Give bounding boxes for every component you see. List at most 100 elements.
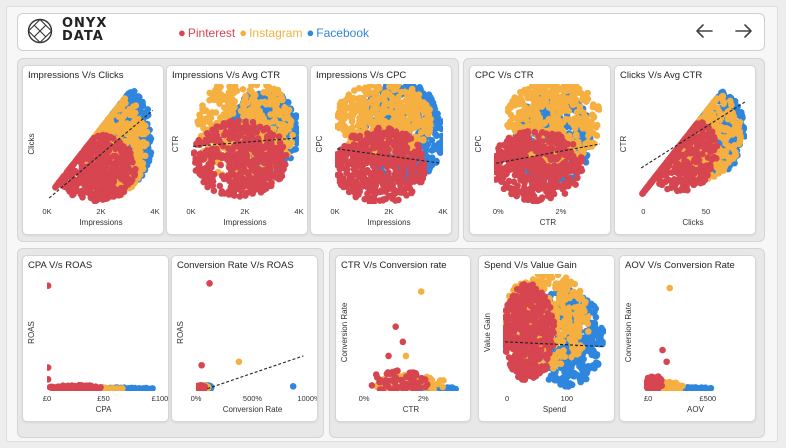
data-point-pinterest — [191, 149, 198, 156]
data-point-pinterest — [132, 165, 139, 173]
data-point-instagram — [354, 122, 362, 129]
data-point-pinterest — [84, 181, 91, 188]
data-point-instagram — [392, 118, 400, 125]
data-point-pinterest — [420, 165, 427, 173]
data-point-instagram — [340, 110, 347, 117]
x-tick-label: 4K — [150, 207, 159, 216]
data-point-pinterest — [391, 139, 398, 146]
data-point-pinterest — [97, 173, 105, 180]
data-point-pinterest — [59, 174, 66, 182]
data-point-pinterest — [495, 148, 503, 155]
x-tick-label: 0K — [330, 207, 339, 216]
data-point-instagram — [136, 126, 143, 133]
data-point-pinterest — [254, 152, 261, 160]
data-point-instagram — [535, 101, 543, 109]
data-point-instagram — [518, 108, 526, 115]
data-point-instagram — [534, 87, 541, 95]
data-point-instagram — [257, 111, 265, 119]
data-point-facebook — [432, 130, 439, 138]
legend-item-pinterest[interactable]: ● Pinterest — [178, 25, 235, 40]
data-point-pinterest — [256, 184, 263, 192]
data-point-instagram — [126, 108, 133, 116]
legend-item-instagram[interactable]: ● Instagram — [239, 25, 302, 40]
data-point-instagram — [115, 129, 122, 136]
data-point-pinterest — [571, 155, 578, 162]
data-point-pinterest — [118, 175, 125, 183]
chart-title: Impressions V/s Clicks — [28, 70, 124, 81]
data-point-pinterest — [259, 154, 266, 161]
data-point-instagram — [215, 84, 222, 92]
data-point-facebook — [294, 125, 299, 133]
arrow-left-icon[interactable] — [694, 22, 714, 40]
data-point-instagram — [110, 109, 117, 116]
data-point-pinterest — [541, 143, 548, 151]
data-point-instagram — [398, 116, 405, 124]
data-point-facebook — [428, 154, 436, 161]
data-point-instagram — [210, 96, 217, 104]
data-point-instagram — [393, 102, 401, 110]
data-point-pinterest — [517, 188, 524, 195]
data-point-instagram — [409, 94, 417, 102]
data-point-pinterest — [367, 159, 374, 166]
data-point-pinterest — [343, 169, 350, 176]
data-point-instagram — [557, 126, 564, 133]
data-point-instagram — [581, 93, 589, 100]
data-point-pinterest — [71, 167, 79, 175]
data-point-instagram — [254, 102, 261, 110]
data-point-pinterest — [360, 177, 367, 184]
data-point-pinterest — [226, 177, 233, 184]
chart-card-c3[interactable]: 0K 2K 4K Impressions CPC Impressions V/s CPC — [310, 65, 452, 235]
data-point-instagram — [391, 84, 398, 90]
data-point-instagram — [540, 93, 548, 101]
data-point-instagram — [559, 92, 567, 100]
legend: ● Pinterest ● Instagram ● Facebook — [178, 25, 373, 40]
arrow-right-icon[interactable] — [734, 22, 754, 40]
data-point-instagram — [135, 145, 143, 153]
data-point-pinterest — [360, 167, 368, 175]
data-point-pinterest — [407, 135, 415, 142]
data-point-instagram — [285, 106, 293, 114]
data-point-instagram — [119, 114, 126, 122]
data-point-pinterest — [250, 187, 258, 194]
data-point-pinterest — [72, 157, 80, 165]
data-point-pinterest — [268, 149, 275, 157]
data-point-pinterest — [192, 156, 200, 163]
header-bar: ONYX DATA ● Pinterest ● Instagram ● Facebook — [17, 13, 765, 51]
data-point-pinterest — [513, 192, 520, 200]
data-point-instagram — [420, 109, 428, 116]
chart-card-c1[interactable]: 0K 2K 4K Impressions Clicks Impressions V/s C… — [22, 65, 164, 235]
data-point-instagram — [517, 94, 524, 102]
data-point-pinterest — [228, 118, 235, 125]
data-point-pinterest — [272, 161, 280, 168]
data-point-instagram — [547, 102, 555, 110]
data-point-facebook — [422, 92, 430, 99]
data-point-instagram — [575, 114, 582, 122]
data-point-pinterest — [208, 164, 215, 171]
data-point-pinterest — [416, 171, 423, 179]
data-point-instagram — [364, 84, 372, 92]
data-point-facebook — [434, 124, 442, 131]
data-point-instagram — [267, 101, 274, 108]
chart-card-c2[interactable]: 0K 2K 4K Impressions CTR Impressions V/s Avg … — [166, 65, 308, 235]
data-point-instagram — [348, 118, 356, 125]
data-point-instagram — [280, 128, 287, 136]
data-point-pinterest — [88, 155, 96, 162]
data-point-pinterest — [530, 193, 538, 200]
data-point-instagram — [376, 85, 383, 92]
data-point-instagram — [273, 99, 281, 107]
data-point-pinterest — [369, 153, 377, 160]
data-point-pinterest — [96, 190, 103, 197]
data-point-pinterest — [350, 159, 357, 166]
data-point-instagram — [388, 101, 396, 109]
data-point-pinterest — [113, 157, 121, 165]
legend-item-facebook[interactable]: ● Facebook — [306, 25, 369, 40]
chart-card-c4[interactable]: 0% 2% CTR CPC CPC V/s CTR — [469, 65, 611, 235]
data-point-pinterest — [217, 161, 224, 169]
data-point-pinterest — [569, 141, 577, 148]
data-point-pinterest — [86, 176, 94, 184]
data-point-pinterest — [121, 170, 128, 177]
data-point-pinterest — [341, 142, 348, 150]
data-point-pinterest — [379, 196, 387, 203]
legend-dot-icon: ● — [239, 25, 248, 40]
chart-title: Impressions V/s Avg CTR — [172, 70, 281, 81]
